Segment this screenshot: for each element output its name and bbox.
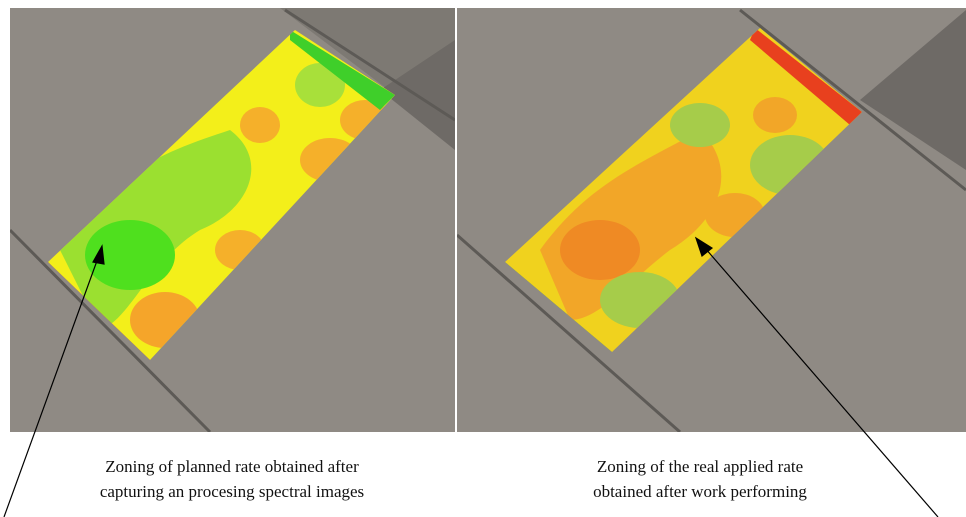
right-image	[457, 8, 966, 432]
page: {"panels":[ {"caption_lines":["Zoning of…	[0, 0, 966, 517]
left-image	[10, 8, 455, 432]
caption-line: obtained after work performing	[593, 482, 807, 501]
caption-line: Zoning of the real applied rate	[597, 457, 803, 476]
figure: Zoning of planned rate obtained after ca…	[0, 0, 966, 517]
caption-line: capturing an procesing spectral images	[100, 482, 364, 501]
caption-line: Zoning of planned rate obtained after	[105, 457, 359, 476]
